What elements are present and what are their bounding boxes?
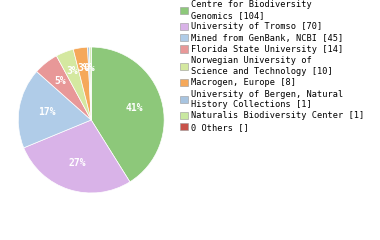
Wedge shape bbox=[89, 47, 91, 120]
Text: 41%: 41% bbox=[126, 102, 144, 113]
Text: 27%: 27% bbox=[68, 158, 86, 168]
Text: 5%: 5% bbox=[54, 76, 66, 86]
Wedge shape bbox=[36, 56, 91, 120]
Wedge shape bbox=[24, 120, 130, 193]
Text: 17%: 17% bbox=[38, 108, 55, 117]
Wedge shape bbox=[18, 72, 91, 148]
Text: 0%: 0% bbox=[83, 62, 95, 72]
Legend: Centre for Biodiversity
Genomics [104], University of Tromso [70], Mined from Ge: Centre for Biodiversity Genomics [104], … bbox=[179, 0, 365, 133]
Wedge shape bbox=[73, 47, 91, 120]
Wedge shape bbox=[87, 47, 91, 120]
Text: 3%: 3% bbox=[78, 63, 89, 73]
Wedge shape bbox=[91, 47, 164, 182]
Text: 3%: 3% bbox=[66, 66, 78, 76]
Wedge shape bbox=[57, 49, 91, 120]
